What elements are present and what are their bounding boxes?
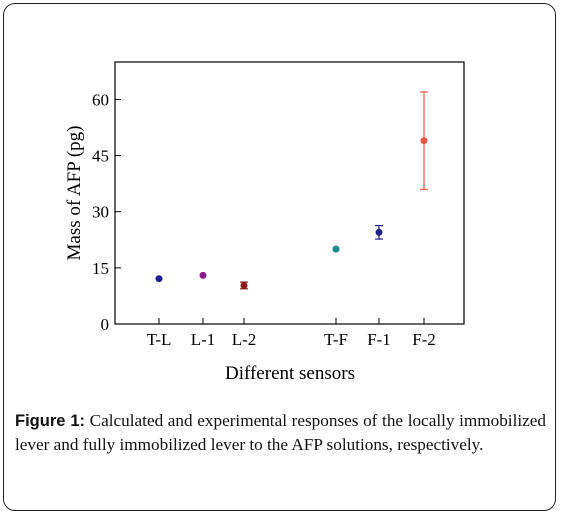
y-axis: 0 15 30 45 60 bbox=[92, 90, 121, 334]
chart: 0 15 30 45 60 T-L L-1 L-2 T-F F-1 F-2 Mass of AFP… bbox=[64, 61, 465, 384]
x-axis-label: Different sensors bbox=[225, 363, 355, 384]
figure-caption: Figure 1: Calculated and experimental re… bbox=[15, 409, 546, 456]
y-tick-label: 45 bbox=[92, 147, 109, 166]
y-tick-label: 15 bbox=[92, 259, 109, 278]
data-point-f-2 bbox=[420, 137, 428, 145]
x-tick-label: F-2 bbox=[412, 330, 436, 349]
data-point-f-1 bbox=[375, 228, 383, 236]
x-tick-label: F-1 bbox=[367, 330, 391, 349]
data-point-t-f bbox=[332, 245, 340, 253]
x-tick-label: T-F bbox=[324, 330, 348, 349]
plot-area bbox=[114, 61, 465, 325]
caption-label: Figure 1: bbox=[15, 412, 86, 430]
x-axis: T-L L-1 L-2 T-F F-1 F-2 bbox=[147, 318, 436, 349]
y-tick-label: 60 bbox=[92, 90, 109, 109]
y-tick-label: 30 bbox=[92, 203, 109, 222]
x-tick-label: T-L bbox=[147, 330, 172, 349]
data-point-t-l bbox=[155, 275, 163, 283]
data-point-l-2 bbox=[240, 281, 248, 289]
data-series bbox=[155, 91, 428, 290]
y-axis-label: Mass of AFP (pg) bbox=[64, 126, 85, 261]
caption-text: Calculated and experimental responses of… bbox=[15, 411, 546, 454]
y-tick-label: 0 bbox=[101, 315, 110, 334]
data-point-l-1 bbox=[199, 271, 207, 279]
x-tick-label: L-1 bbox=[191, 330, 216, 349]
x-tick-label: L-2 bbox=[232, 330, 257, 349]
